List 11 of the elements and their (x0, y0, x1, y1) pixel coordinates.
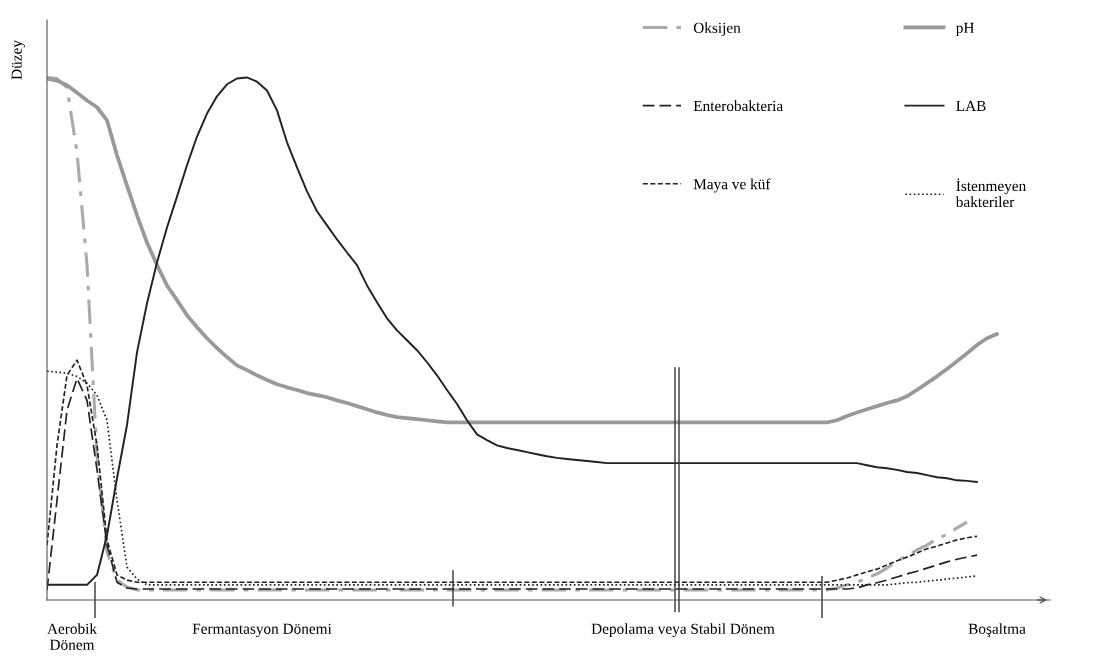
legend-label: Oksijen (693, 22, 741, 37)
text: Aerobik Dönem (47, 623, 98, 650)
text: Boşaltma (968, 623, 1026, 638)
y-axis-title: Düzey (11, 40, 25, 80)
text: Fermantasyon Dönemi (192, 623, 332, 638)
legend-label: pH (956, 22, 975, 37)
text: Depolama veya Stabil Dönem (591, 623, 775, 638)
legend-label: LAB (956, 100, 986, 111)
legend-label: Enterobakteria (693, 100, 783, 112)
legend-label: İstenmeyen bakteriler (955, 178, 1026, 208)
legend-label: Maya ve küf (693, 178, 771, 193)
